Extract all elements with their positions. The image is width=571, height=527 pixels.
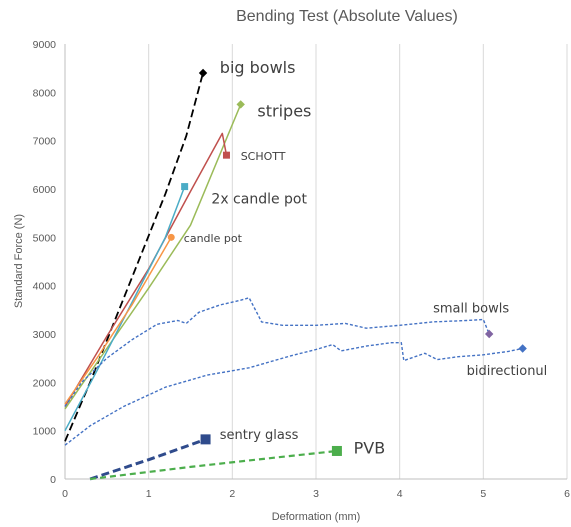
y-tick-label: 3000	[33, 329, 57, 341]
annotation-stripes: stripes	[257, 102, 311, 121]
y-tick-label: 5000	[33, 232, 57, 244]
series-marker-candle-pot	[167, 233, 175, 241]
series-marker-bidirectional	[518, 344, 527, 353]
annotations: big bowls stripes SCHOTT 2x candle pot candl…	[184, 58, 547, 457]
series-line-pvb	[89, 449, 338, 481]
x-tick-label: 0	[62, 488, 68, 500]
series-line-big-bowls	[64, 72, 204, 442]
y-tick-label: 4000	[33, 281, 57, 293]
y-axis-title: Standard Force (N)	[13, 214, 25, 308]
annotation-schott: SCHOTT	[241, 150, 286, 163]
y-tick-label: 9000	[33, 39, 57, 51]
y-tick-label: 0	[50, 474, 56, 486]
series-line-stripes	[64, 104, 242, 410]
series-line-2x-candle-pot	[64, 186, 186, 432]
annotation-candle-pot: candle pot	[184, 232, 243, 245]
series-line-bidirectional	[64, 342, 523, 446]
series-line-small-bowls	[64, 297, 490, 407]
series-lines	[64, 72, 523, 481]
annotation-2x-candle-pot: 2x candle pot	[211, 192, 307, 208]
x-tick-label: 3	[313, 488, 319, 500]
series-marker-2x-candle-pot	[181, 183, 189, 191]
x-tick-label: 2	[229, 488, 235, 500]
x-tick-label: 6	[564, 488, 570, 500]
y-tick-label: 8000	[33, 87, 57, 99]
y-tick-label: 2000	[33, 377, 57, 389]
series-markers	[167, 68, 527, 456]
x-axis-title: Deformation (mm)	[272, 511, 361, 523]
annotation-small-bowls: small bowls	[433, 301, 509, 316]
series-marker-small-bowls	[484, 329, 494, 339]
x-tick-label: 4	[397, 488, 403, 500]
series-line-schott	[64, 132, 228, 407]
annotation-pvb: PVB	[354, 438, 386, 457]
series-marker-big-bowls	[198, 68, 208, 78]
chart-title: Bending Test (Absolute Values)	[236, 8, 458, 25]
series-marker-stripes	[236, 100, 245, 109]
axes: 0 1 2 3 4 5 6 0 1000 2000 3000 4000 5000 6000 7000 8000…	[33, 39, 570, 500]
annotation-big-bowls: big bowls	[220, 58, 296, 77]
series-marker-sentry-glass	[200, 434, 211, 445]
y-tick-label: 1000	[33, 426, 57, 438]
series-line-candle-pot	[64, 236, 172, 405]
x-tick-label: 1	[146, 488, 152, 500]
series-marker-pvb	[331, 445, 342, 456]
annotation-bidirectionul: bidirectionul	[467, 364, 548, 379]
annotation-sentry-glass: sentry glass	[220, 428, 299, 443]
series-line-sentry-glass	[89, 437, 207, 481]
y-tick-label: 7000	[33, 136, 57, 148]
x-tick-label: 5	[480, 488, 486, 500]
series-marker-schott	[222, 151, 230, 159]
y-tick-label: 6000	[33, 184, 57, 196]
gridlines	[148, 44, 568, 479]
